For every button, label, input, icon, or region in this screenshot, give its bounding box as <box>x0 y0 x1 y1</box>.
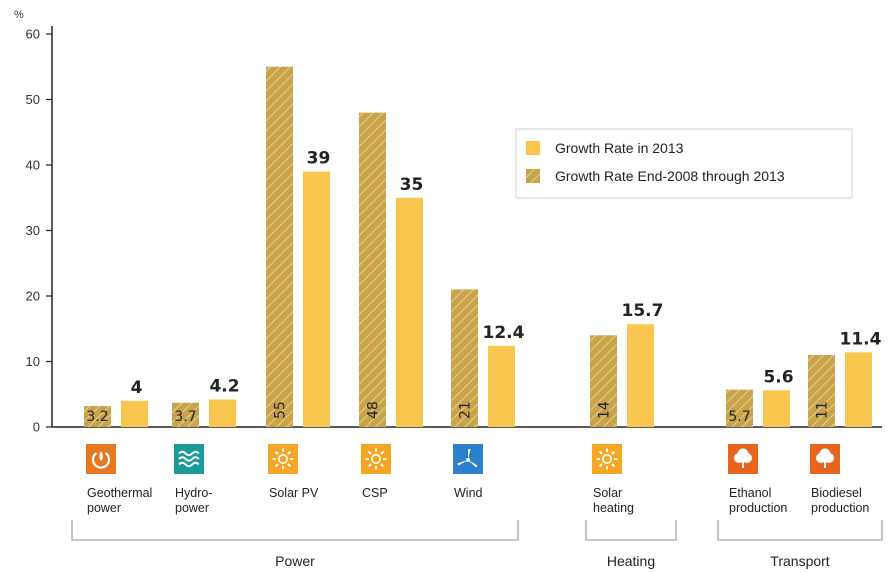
category-label-solar-heating: Solar heating <box>593 486 634 515</box>
bar-solar-pv-2008-2013 <box>266 66 293 427</box>
value-label-hydro-2008-2013: 3.7 <box>174 409 196 425</box>
bar-solar-heating-2013 <box>627 324 654 427</box>
bar-ethanol-2013 <box>763 390 790 427</box>
value-label-solar-pv-2008-2013: 55 <box>273 401 289 419</box>
legend-label-hatched: Growth Rate End-2008 through 2013 <box>555 168 785 184</box>
group-label-power: Power <box>275 553 315 569</box>
sun-icon <box>361 444 391 474</box>
hydropower-icon <box>174 444 204 474</box>
category-label-wind: Wind <box>454 486 483 500</box>
value-label-ethanol-2008-2013: 5.7 <box>728 409 750 425</box>
group-label-heating: Heating <box>607 553 655 569</box>
group-label-transport: Transport <box>770 553 830 569</box>
group-bracket-transport <box>717 520 883 541</box>
legend-label-solid: Growth Rate in 2013 <box>555 140 684 156</box>
bar-geothermal-2013 <box>121 400 148 427</box>
category-label-ethanol: Ethanol production <box>729 486 787 515</box>
y-tick-label: 10 <box>26 354 40 369</box>
y-tick-label: 50 <box>26 92 40 107</box>
bar-biodiesel-2008-2013 <box>808 354 835 427</box>
sun-icon <box>268 444 298 474</box>
leaf-icon <box>810 444 840 474</box>
wind-turbine-icon <box>453 444 483 474</box>
value-label-wind-2013: 12.4 <box>483 323 525 343</box>
y-tick-label: 0 <box>33 420 40 435</box>
y-tick-label: 20 <box>26 289 40 304</box>
value-label-hydro-2013: 4.2 <box>209 376 239 396</box>
value-label-biodiesel-2013: 11.4 <box>840 329 882 349</box>
bar-hydro-2008-2013 <box>172 402 199 427</box>
geothermal-icon <box>86 444 116 474</box>
bar-biodiesel-2013 <box>845 352 872 427</box>
bar-wind-2008-2013 <box>451 289 478 427</box>
category-label-geothermal: Geothermal power <box>87 486 152 515</box>
value-label-wind-2008-2013: 21 <box>458 401 474 419</box>
value-label-csp-2013: 35 <box>400 175 424 195</box>
bar-csp-2013 <box>396 197 423 427</box>
legend-swatch-hatched <box>526 169 540 183</box>
y-tick-label: 60 <box>26 27 40 42</box>
y-unit-label: % <box>14 9 24 21</box>
legend-swatch-solid <box>526 141 540 155</box>
value-label-geothermal-2013: 4 <box>131 378 143 398</box>
category-label-csp: CSP <box>362 486 388 500</box>
y-tick-label: 30 <box>26 223 40 238</box>
value-label-solar-heating-2013: 15.7 <box>622 301 664 321</box>
category-label-hydro: Hydro-power <box>175 486 213 515</box>
leaf-icon <box>728 444 758 474</box>
bar-csp-2008-2013 <box>359 112 386 427</box>
value-label-solar-heating-2008-2013: 14 <box>597 401 613 419</box>
legend-box <box>515 128 853 199</box>
value-label-ethanol-2013: 5.6 <box>763 367 793 387</box>
y-tick-label: 40 <box>26 158 40 173</box>
bar-wind-2013 <box>488 345 515 427</box>
group-bracket-heating <box>585 520 677 541</box>
value-label-biodiesel-2008-2013: 11 <box>815 401 831 419</box>
value-label-csp-2008-2013: 48 <box>366 401 382 419</box>
sun-icon <box>592 444 622 474</box>
category-label-solar-pv: Solar PV <box>269 486 319 500</box>
category-label-biodiesel: Biodiesel production <box>811 486 869 515</box>
bar-geothermal-2008-2013 <box>84 406 111 427</box>
value-label-geothermal-2008-2013: 3.2 <box>86 409 108 425</box>
bar-hydro-2013 <box>209 399 236 427</box>
bar-solar-heating-2008-2013 <box>590 335 617 427</box>
bar-solar-pv-2013 <box>303 171 330 427</box>
value-label-solar-pv-2013: 39 <box>307 149 331 169</box>
group-bracket-power <box>71 520 519 541</box>
bar-ethanol-2008-2013 <box>726 389 753 427</box>
